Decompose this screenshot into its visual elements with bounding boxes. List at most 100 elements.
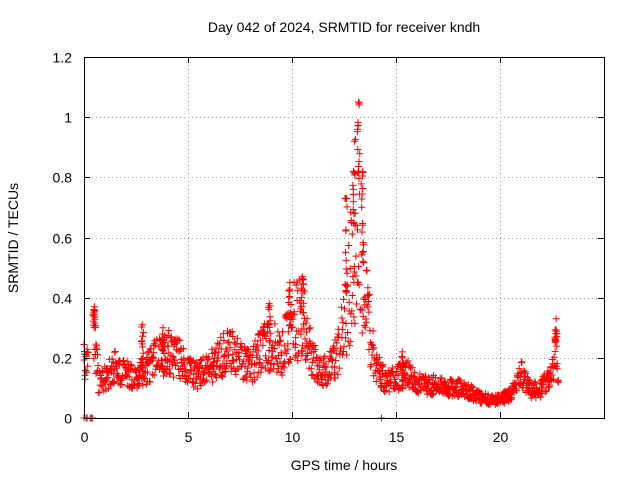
- data-point: [345, 298, 353, 306]
- data-point: [269, 365, 277, 373]
- data-point: [349, 198, 357, 206]
- data-point: [305, 325, 313, 333]
- data-point: [538, 389, 546, 397]
- data-point: [180, 357, 188, 365]
- data-point: [233, 334, 241, 342]
- data-point: [408, 364, 416, 372]
- data-point: [313, 378, 321, 386]
- data-point: [362, 315, 370, 323]
- data-point: [228, 328, 236, 336]
- data-point: [89, 312, 97, 320]
- data-point: [294, 356, 302, 364]
- data-point: [265, 300, 273, 308]
- x-tick-label: 15: [389, 429, 405, 445]
- data-point: [243, 352, 251, 360]
- data-point: [118, 381, 126, 389]
- data-point: [551, 335, 559, 343]
- data-point: [355, 158, 363, 166]
- data-point: [251, 337, 259, 345]
- data-point: [210, 358, 218, 366]
- data-point: [432, 374, 440, 382]
- data-point: [399, 363, 407, 371]
- data-point: [217, 333, 225, 341]
- data-point: [340, 342, 348, 350]
- data-point: [351, 135, 359, 143]
- data-point: [138, 364, 146, 372]
- data-point: [342, 194, 350, 202]
- data-point: [359, 167, 367, 175]
- data-point: [518, 358, 526, 366]
- data-point: [354, 145, 362, 153]
- data-point: [287, 311, 295, 319]
- data-point: [398, 348, 406, 356]
- y-tick-label: 0.8: [53, 170, 73, 186]
- data-point: [165, 370, 173, 378]
- data-point: [550, 375, 558, 383]
- data-point: [95, 388, 103, 396]
- data-point: [376, 376, 384, 384]
- data-point: [102, 375, 110, 383]
- data-point: [159, 324, 167, 332]
- data-point: [355, 98, 363, 106]
- data-point: [278, 351, 286, 359]
- data-point: [461, 382, 469, 390]
- data-point: [211, 349, 219, 357]
- data-point: [349, 205, 357, 213]
- data-point: [398, 370, 406, 378]
- data-point: [331, 374, 339, 382]
- data-point: [90, 303, 98, 311]
- data-point: [270, 360, 278, 368]
- data-point: [298, 303, 306, 311]
- data-point: [410, 372, 418, 380]
- data-point: [229, 350, 237, 358]
- data-point: [214, 354, 222, 362]
- data-point: [387, 378, 395, 386]
- data-point: [111, 347, 119, 355]
- data-point: [282, 349, 290, 357]
- data-point: [286, 287, 294, 295]
- data-point: [342, 334, 350, 342]
- data-point: [247, 373, 255, 381]
- data-point: [343, 282, 351, 290]
- data-point: [246, 370, 254, 378]
- data-point: [332, 349, 340, 357]
- data-point: [285, 293, 293, 301]
- data-point: [303, 356, 311, 364]
- data-point: [190, 370, 198, 378]
- data-point: [97, 374, 105, 382]
- data-point: [325, 370, 333, 378]
- data-point: [398, 383, 406, 391]
- data-point: [360, 241, 368, 249]
- data-point: [162, 366, 170, 374]
- data-point: [455, 375, 463, 383]
- data-point: [517, 358, 525, 366]
- data-point: [256, 336, 264, 344]
- data-point: [375, 353, 383, 361]
- data-point: [280, 364, 288, 372]
- data-point: [550, 353, 558, 361]
- data-point: [104, 374, 112, 382]
- data-point: [342, 256, 350, 264]
- data-point: [537, 393, 545, 401]
- data-point: [229, 357, 237, 365]
- data-point: [350, 137, 358, 145]
- data-point: [292, 281, 300, 289]
- data-point: [397, 364, 405, 372]
- data-point: [347, 310, 355, 318]
- data-point: [139, 349, 147, 357]
- data-point: [287, 300, 295, 308]
- data-point: [253, 373, 261, 381]
- data-point: [311, 346, 319, 354]
- data-point: [299, 286, 307, 294]
- data-point: [94, 362, 102, 370]
- data-point: [369, 327, 377, 335]
- data-point: [197, 381, 205, 389]
- data-point: [225, 351, 233, 359]
- data-point: [307, 365, 315, 373]
- data-point: [187, 366, 195, 374]
- data-point: [292, 334, 300, 342]
- data-point: [289, 315, 297, 323]
- data-point: [245, 357, 253, 365]
- x-axis-label: GPS time / hours: [291, 457, 398, 473]
- data-point: [254, 347, 262, 355]
